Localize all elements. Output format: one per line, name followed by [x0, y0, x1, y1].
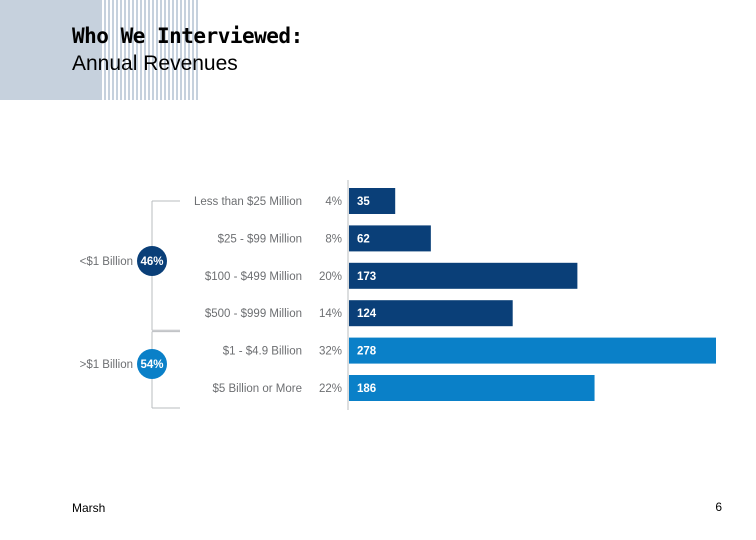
bar-value-label: 124	[357, 308, 377, 320]
group-percent-circle	[137, 246, 167, 276]
bar	[349, 300, 513, 327]
group-percent-label: 54%	[140, 359, 163, 371]
group-percent-circle	[137, 349, 167, 379]
group-percent-label: 46%	[140, 256, 163, 268]
category-label: $25 - $99 Million	[218, 233, 302, 245]
bar-value-label: 173	[357, 271, 376, 283]
category-label: Less than $25 Million	[194, 196, 302, 208]
bar-value-label: 278	[357, 346, 377, 358]
category-label: $100 - $499 Million	[205, 271, 302, 283]
percent-label: 22%	[319, 383, 342, 395]
page-subtitle: Annual Revenues	[72, 52, 238, 75]
percent-label: 32%	[319, 346, 342, 358]
group-brackets: 46% <$1 Billion 54% >$1 Billion	[80, 200, 180, 409]
bar-value-label: 35	[357, 196, 370, 208]
category-label: $5 Billion or More	[213, 383, 302, 395]
page-number: 6	[715, 500, 722, 514]
footer-source: Marsh	[72, 501, 106, 515]
bar	[349, 375, 595, 401]
percent-label: 14%	[319, 308, 342, 320]
bar-value-label: 62	[357, 233, 370, 245]
bar	[349, 188, 396, 214]
category-label: $1 - $4.9 Billion	[223, 346, 302, 358]
bar-value-label: 186	[357, 383, 376, 395]
category-label: $500 - $999 Million	[205, 308, 302, 320]
decorative-corner-block	[0, 0, 100, 100]
group-label: <$1 Billion	[80, 256, 133, 268]
bar	[349, 337, 716, 364]
percent-label: 8%	[325, 233, 342, 245]
page-title: Who We Interviewed:	[72, 24, 303, 48]
bar	[349, 225, 431, 252]
percent-label: 20%	[319, 271, 342, 283]
bar	[349, 262, 578, 289]
percent-label: 4%	[325, 196, 342, 208]
chart-labels: 35 Less than $25 Million 4% 62 $25 - $99 Mil…	[194, 196, 377, 395]
decorative-corner-stripes	[100, 0, 198, 100]
group-label: >$1 Billion	[80, 359, 133, 371]
chart-bars	[347, 180, 716, 410]
